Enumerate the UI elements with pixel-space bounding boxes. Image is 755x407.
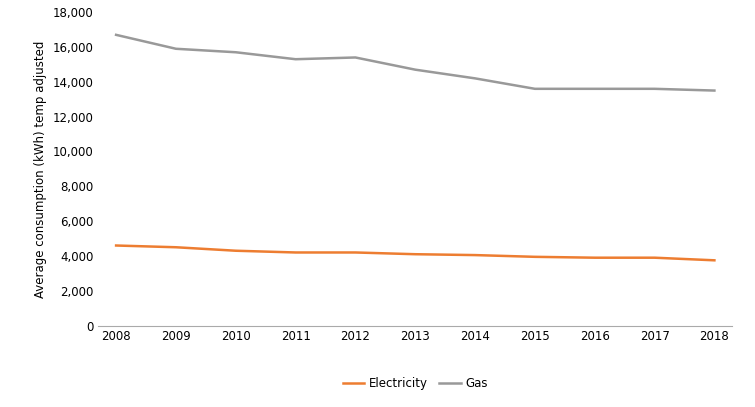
Gas [470,76,479,81]
Gas [590,86,599,91]
Electricity [411,252,420,257]
Gas [171,46,180,51]
Electricity [171,245,180,250]
Gas [650,86,659,91]
Electricity [291,250,300,255]
Gas [291,57,300,62]
Gas [530,86,539,91]
Electricity [231,248,240,253]
Line: Electricity: Electricity [116,245,714,260]
Y-axis label: Average consumption (kWh) temp adjusted: Average consumption (kWh) temp adjusted [34,40,47,298]
Gas [351,55,360,60]
Gas [231,50,240,55]
Electricity [710,258,719,263]
Electricity [112,243,121,248]
Gas [411,67,420,72]
Gas [112,33,121,37]
Electricity [650,255,659,260]
Electricity [470,253,479,258]
Electricity [530,254,539,259]
Legend: Electricity, Gas: Electricity, Gas [338,372,492,395]
Electricity [590,255,599,260]
Gas [710,88,719,93]
Line: Gas: Gas [116,35,714,91]
Electricity [351,250,360,255]
